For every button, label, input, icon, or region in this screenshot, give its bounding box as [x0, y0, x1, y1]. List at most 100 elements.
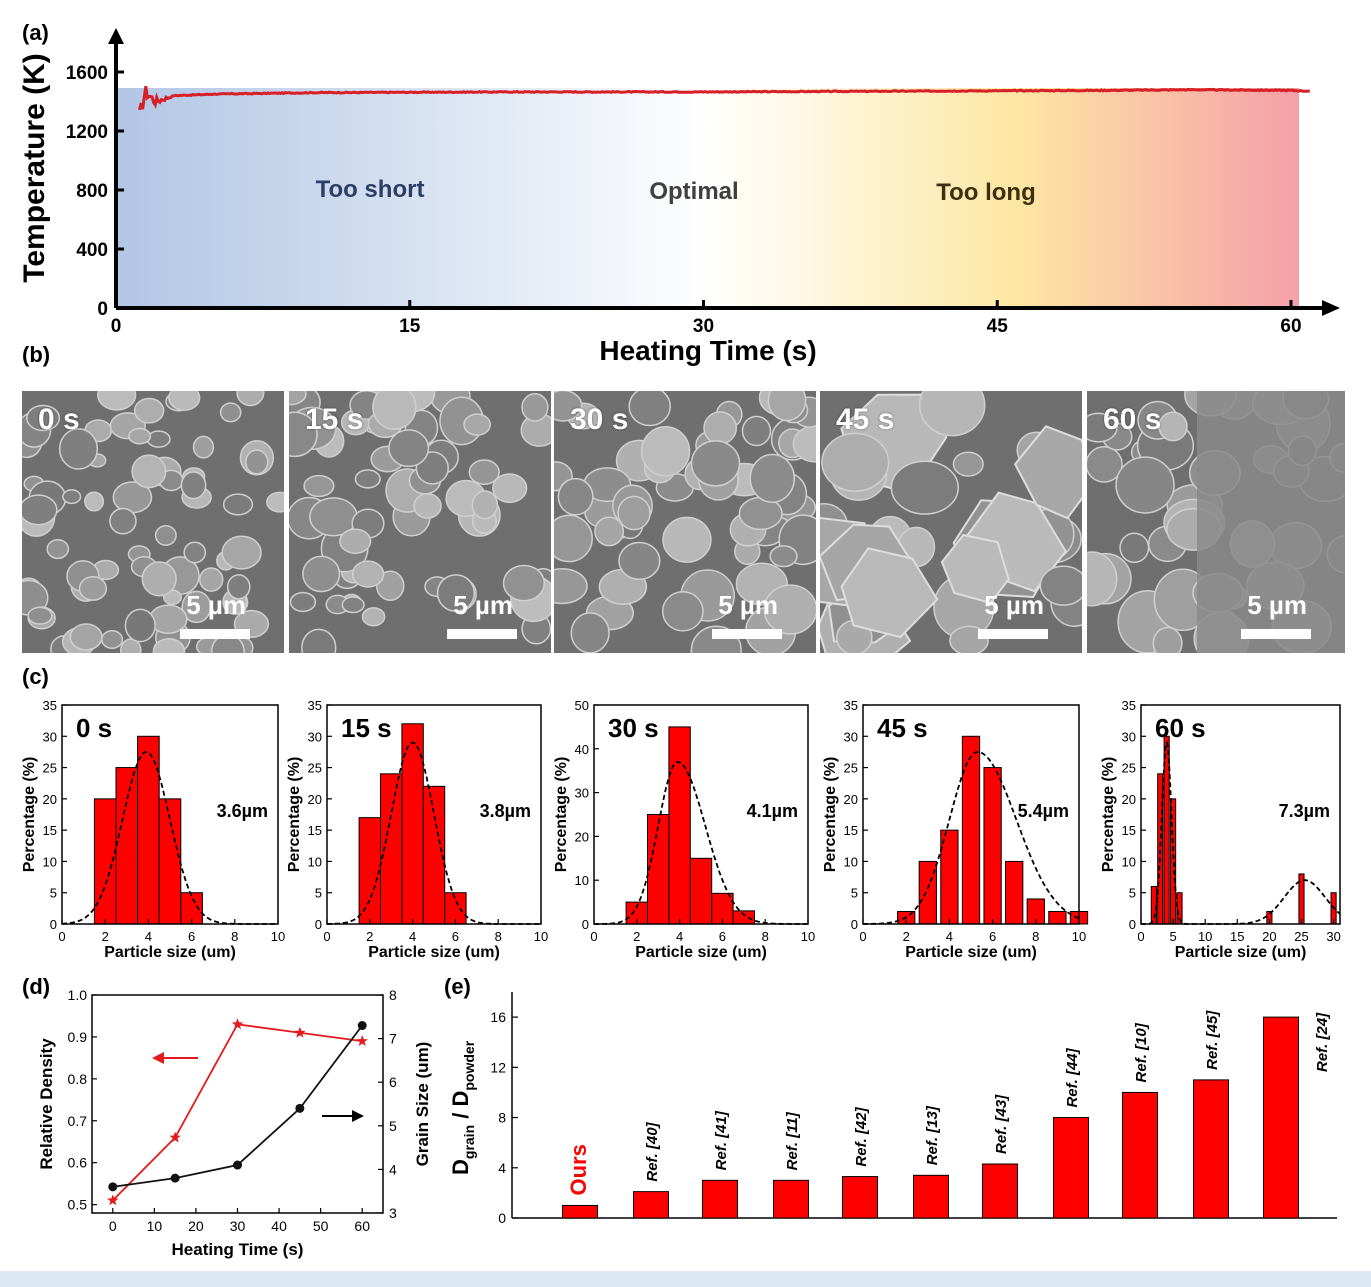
sem-time-label: 60 s [1103, 403, 1162, 436]
sem-image-3: 45 s 5 µm [820, 391, 1082, 653]
sem-time-label: 15 s [305, 403, 364, 436]
x-tick-label: 4 [676, 929, 683, 944]
sem-grain [1115, 456, 1175, 514]
histogram-time-label: 60 s [1155, 713, 1206, 743]
histogram-bar [647, 814, 670, 925]
sem-grain [289, 591, 317, 613]
e-ours-label: Ours [566, 1144, 591, 1195]
x-tick-label: 2 [102, 929, 109, 944]
sem-grain [554, 568, 588, 605]
e-y-tick-label: 16 [490, 1009, 506, 1025]
panel-c-tag: (c) [22, 664, 49, 689]
sem-image-4: 60 s 5 µm [1087, 391, 1345, 653]
d-x-tick-label: 60 [354, 1218, 370, 1234]
e-bar [633, 1191, 669, 1219]
x-tick-label: 0 [1137, 929, 1144, 944]
sem-grain [128, 427, 152, 445]
sem-grain [769, 545, 798, 568]
panel-a-chart: 0 400 800 1200 1600 0 15 30 45 60 Too short Optim… [18, 28, 1340, 366]
histogram-time-label: 0 s [76, 713, 112, 743]
scale-bar [180, 629, 250, 639]
y-tick-label: 10 [43, 854, 57, 869]
sem-grain [236, 391, 265, 407]
y-tick-label: 5 [1129, 886, 1136, 901]
d-y-tick-label: 0.5 [68, 1197, 88, 1213]
sem-grain [181, 590, 212, 624]
sem-fused-region [1197, 391, 1345, 653]
x-tick-label: 30 [1326, 929, 1340, 944]
y-tick-label: 15 [1122, 823, 1136, 838]
d-x-tick-label: 40 [271, 1218, 287, 1234]
histogram-frame [862, 704, 1080, 925]
a-temperature-trace [138, 85, 1311, 111]
x-tick-label: 10 [534, 929, 548, 944]
x-tick-label: 4 [145, 929, 152, 944]
histogram-y-label: Percentage (%) [553, 757, 570, 873]
histogram-y-label: Percentage (%) [1100, 757, 1117, 873]
y-tick-label: 25 [1122, 761, 1136, 776]
a-x-tick-label: 60 [1280, 316, 1301, 337]
sem-grain [221, 535, 262, 570]
sem-grain [266, 491, 284, 513]
x-tick-label: 4 [946, 929, 953, 944]
zone-optimal: Optimal [649, 178, 738, 205]
y-tick-label: 5 [851, 886, 858, 901]
histogram-frame [1140, 704, 1341, 925]
d-star-marker [294, 1026, 306, 1038]
sem-grain [640, 425, 691, 477]
sem-grain [749, 453, 796, 503]
sem-grain [617, 495, 651, 531]
x-tick-label: 10 [271, 929, 285, 944]
d-circle-marker [357, 1021, 367, 1031]
page-bottom-band [0, 1271, 1371, 1287]
y-tick-label: 0 [50, 917, 57, 932]
e-bar [702, 1179, 738, 1219]
a-y-tick-label: 1600 [66, 63, 108, 84]
y-tick-label: 25 [844, 761, 858, 776]
histogram-bar [940, 829, 959, 925]
sem-grain [1087, 412, 1118, 443]
sem-grain [289, 411, 318, 458]
y-tick-label: 35 [308, 698, 322, 713]
sem-grain [109, 507, 137, 535]
panel-d-tag: (d) [22, 974, 50, 999]
y-tick-label: 25 [43, 761, 57, 776]
e-ref-label: Ref. [44] [1064, 1047, 1081, 1107]
histogram-x-label: Particle size (um) [104, 944, 236, 961]
histogram-c45: 0 5 10 15 20 25 30 35 0 2 4 6 8 10 45 s 5.4µm Particle s… [822, 698, 1089, 961]
e-ref-label: Ref. [42] [853, 1106, 870, 1166]
x-tick-label: 8 [495, 929, 502, 944]
histogram-bar [1005, 860, 1024, 925]
d-y2-tick-label: 6 [389, 1074, 397, 1090]
panel-e-chart: 0 4 8 12 16 Ours Ref. [40] Ref. [41] Ref. [11] Re… [448, 992, 1337, 1226]
d-x-tick-label: 50 [313, 1218, 329, 1234]
e-y-label-sub1: grain [461, 1125, 477, 1159]
x-tick-label: 0 [859, 929, 866, 944]
sem-grain [226, 574, 251, 600]
sem-grain [27, 606, 53, 625]
histogram-bar [358, 817, 382, 925]
e-bar [1193, 1079, 1229, 1219]
sem-grain [222, 493, 254, 516]
e-bar [1122, 1091, 1158, 1219]
sem-grain [131, 454, 167, 489]
sem-grain [183, 541, 207, 564]
histogram-bar [668, 726, 691, 925]
a-x-label: Heating Time (s) [599, 335, 816, 366]
e-bar [1053, 1117, 1089, 1219]
sem-grain [78, 576, 108, 601]
histogram-time-label: 45 s [877, 713, 928, 743]
sem-grain [26, 404, 61, 432]
scale-bar [712, 629, 782, 639]
y-tick-label: 25 [308, 761, 322, 776]
mean-size-annotation: 4.1µm [747, 801, 798, 821]
e-y-tick-label: 4 [498, 1160, 506, 1176]
sem-grain [124, 608, 156, 643]
histogram-frame [61, 704, 279, 925]
x-tick-label: 20 [1262, 929, 1276, 944]
a-y-tick-label: 400 [76, 240, 108, 261]
sem-grain [690, 440, 741, 487]
x-tick-label: 0 [58, 929, 65, 944]
sem-grain [133, 397, 165, 424]
